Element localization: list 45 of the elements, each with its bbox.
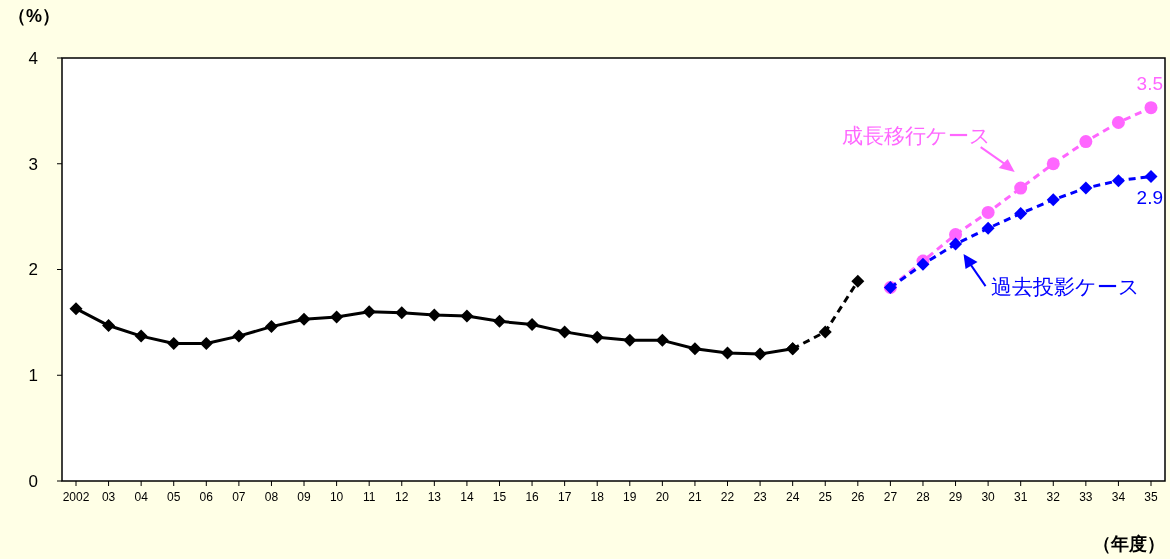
x-tick-label: 21 [688,490,702,504]
x-tick-label: 20 [655,490,670,504]
legend-label: 過去投影ケース [990,275,1140,299]
x-tick-label: 04 [134,490,149,504]
x-tick-label: 34 [1111,490,1126,504]
x-tick-label: 29 [948,490,963,504]
text: 成長移行ケース [841,124,991,148]
y-tick-label: 2 [28,260,38,280]
x-tick-label: 22 [720,490,735,504]
x-tick-label: 31 [1014,490,1028,504]
x-tick-label: 35 [1144,490,1158,504]
y-tick-label: 4 [28,48,38,68]
x-tick-label: 23 [753,490,768,504]
x-tick-label: 30 [981,490,996,504]
x-tick-label: 33 [1079,490,1093,504]
x-tick-label: 24 [785,490,800,504]
x-tick-label: 2002 [62,490,90,504]
y-axis-title: （%） [8,6,61,26]
x-tick-label: 03 [101,490,116,504]
x-tick-label: 07 [232,490,246,504]
data-label: 3.5 [1136,72,1163,94]
x-tick-label: 14 [460,490,474,504]
x-tick-label: 28 [916,490,930,504]
x-tick-label: 08 [264,490,279,504]
y-tick-label: 3 [28,154,38,174]
x-tick-label: 25 [818,490,833,504]
x-tick-label: 12 [395,490,409,504]
x-tick-label: 06 [199,490,214,504]
x-tick-label: 17 [557,490,572,504]
x-tick-label: 27 [883,490,898,504]
x-tick-label: 32 [1046,490,1061,504]
x-tick-label: 26 [851,490,865,504]
y-tick-label: 1 [28,366,38,386]
x-tick-label: 10 [329,490,344,504]
x-tick-label: 05 [167,490,181,504]
x-tick-label: 16 [525,490,540,504]
x-tick-label: 13 [427,490,442,504]
x-tick-label: 11 [362,490,376,504]
x-tick-label: 15 [492,490,507,504]
x-tick-label: 09 [297,490,312,504]
y-tick-label: 0 [28,471,38,491]
x-tick-label: 19 [623,490,637,504]
x-tick-label: 18 [590,490,605,504]
x-axis-title: （年度） [1093,534,1165,554]
data-label: 2.9 [1136,187,1163,209]
